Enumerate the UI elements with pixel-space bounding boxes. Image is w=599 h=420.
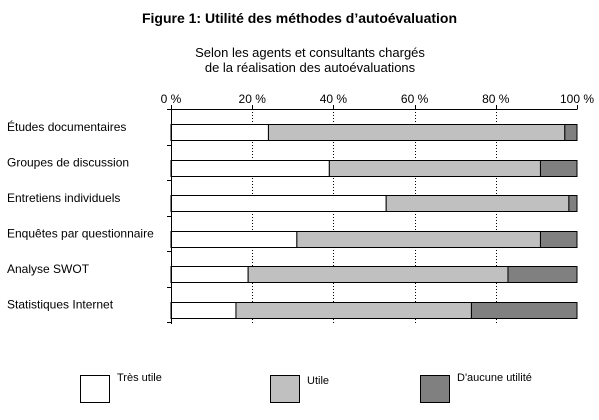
chart-title: Figure 1: Utilité des méthodes d’autoéva… <box>141 10 458 26</box>
chart-subtitle: Selon les agents et consultants chargés … <box>110 45 510 75</box>
bar-segment <box>564 124 578 141</box>
category-label: Statistiques Internet <box>7 298 114 312</box>
bar-segment <box>539 231 578 248</box>
bar-segment <box>170 302 237 319</box>
bar-segment <box>170 231 298 248</box>
category-label: Entretiens individuels <box>7 191 120 205</box>
legend-label-utile: Utile <box>307 375 330 387</box>
bar-segment <box>507 266 578 283</box>
x-tick-label: 20 % <box>239 92 267 106</box>
label-layer: 0 % 20 % 40 % 60 % 80 % 100 % Études documenta… <box>7 92 594 312</box>
bar-segment <box>235 302 472 319</box>
category-label: Analyse SWOT <box>7 262 90 276</box>
legend-swatch-aucune-utilite <box>420 375 450 403</box>
category-label: Groupes de discussion <box>7 156 129 170</box>
bar-segment <box>267 124 566 141</box>
x-tick-label: 40 % <box>320 92 348 106</box>
legend-label-tres-utile: Très utile <box>117 372 162 384</box>
grid-layer <box>252 109 497 324</box>
subtitle-line-2: de la réalisation des autoévaluations <box>204 60 416 75</box>
bar-segment <box>170 266 249 283</box>
bar-segment <box>170 195 387 212</box>
bar-segment <box>170 124 269 141</box>
category-label: Enquêtes par questionnaire <box>7 227 154 241</box>
bar-segment <box>470 302 578 319</box>
bar-layer <box>170 124 578 319</box>
x-tick-label: 60 % <box>401 92 429 106</box>
axis-layer <box>167 105 578 324</box>
bar-segment <box>385 195 570 212</box>
bar-segment <box>328 160 541 177</box>
x-tick-label: 0 % <box>161 92 182 106</box>
x-tick-label: 80 % <box>482 92 510 106</box>
subtitle-line-1: Selon les agents et consultants chargés <box>195 45 425 60</box>
x-tick-label: 100 % <box>560 92 594 106</box>
category-label: Études documentaires <box>7 119 126 134</box>
bar-segment <box>247 266 509 283</box>
legend-label-aucune-utilite: D'aucune utilité <box>457 372 532 384</box>
legend-swatch-tres-utile <box>80 375 110 403</box>
bar-segment <box>296 231 541 248</box>
bar-segment <box>170 160 330 177</box>
legend-swatch-utile <box>270 375 300 403</box>
bar-segment <box>539 160 578 177</box>
bar-segment <box>568 195 578 212</box>
